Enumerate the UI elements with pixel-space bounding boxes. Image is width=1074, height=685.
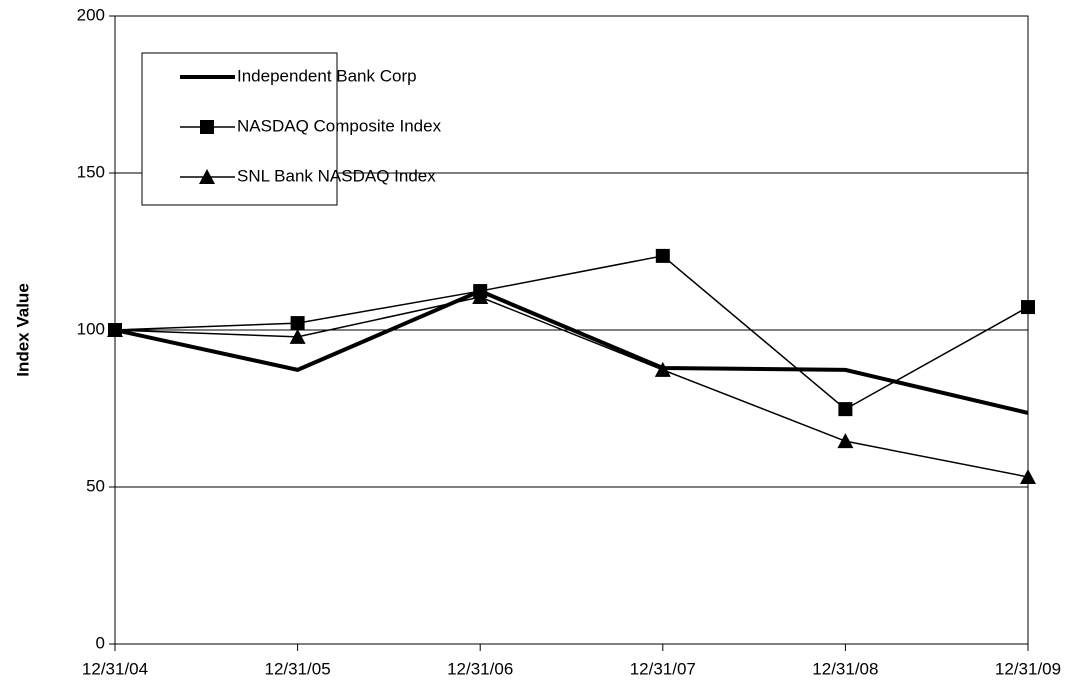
marker: [838, 402, 853, 417]
y-tick-label: 100: [77, 319, 105, 338]
legend-label: NASDAQ Composite Index: [237, 116, 442, 135]
y-tick-label: 50: [86, 476, 105, 495]
x-tick-label: 12/31/04: [82, 659, 148, 678]
x-tick-label: 12/31/06: [447, 659, 513, 678]
legend-label: Independent Bank Corp: [237, 66, 417, 85]
marker: [654, 361, 671, 377]
marker: [200, 120, 214, 134]
x-tick-label: 12/31/08: [812, 659, 878, 678]
marker: [837, 433, 854, 449]
marker: [107, 322, 123, 337]
marker: [199, 169, 215, 184]
x-tick-label: 12/31/05: [265, 659, 331, 678]
x-tick-label: 12/31/07: [630, 659, 696, 678]
marker: [655, 248, 670, 263]
y-tick-label: 200: [77, 5, 105, 24]
marker: [289, 328, 306, 344]
marker: [290, 316, 305, 331]
y-tick-label: 0: [96, 633, 105, 652]
series-line: [114, 255, 1029, 411]
x-tick-label: 12/31/09: [995, 659, 1061, 678]
series-line: [114, 296, 1029, 478]
y-tick-label: 150: [77, 162, 105, 181]
marker: [1021, 300, 1035, 315]
marker: [472, 289, 489, 305]
marker: [1020, 468, 1036, 484]
series-line: [114, 288, 1029, 415]
y-axis-label: Index Value: [13, 283, 32, 377]
legend-label: SNL Bank NASDAQ Index: [237, 166, 436, 185]
legend-box: [141, 52, 338, 206]
